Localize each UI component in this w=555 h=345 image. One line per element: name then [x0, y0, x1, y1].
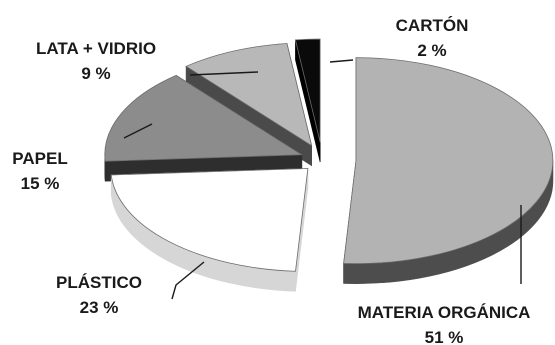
label-papel-pct: 15 % — [21, 174, 60, 193]
slice-materia-organica — [343, 57, 554, 284]
slice-plastico — [110, 168, 309, 292]
label-lata-vidrio-name: LATA + VIDRIO — [36, 39, 156, 58]
pie-slices — [104, 38, 554, 292]
label-materia-organica-pct: 51 % — [425, 328, 464, 345]
slice-top-materia-organica — [343, 57, 554, 265]
leader-plastico — [171, 261, 205, 300]
leader-carton — [329, 59, 354, 63]
slice-top-lata-vidrio — [185, 43, 313, 147]
slice-carton — [294, 38, 321, 163]
label-plastico-name: PLÁSTICO — [56, 273, 142, 292]
leader-lata-vidrio — [189, 71, 259, 76]
label-lata-vidrio-pct: 9 % — [81, 64, 110, 83]
leader-papel — [123, 123, 153, 139]
label-materia-organica-name: MATERIA ORGÁNICA — [358, 303, 531, 322]
slice-top-carton — [294, 38, 321, 143]
slice-top-papel — [104, 74, 304, 162]
label-carton-name: CARTÓN — [396, 16, 469, 35]
label-carton-pct: 2 % — [417, 41, 446, 60]
leader-lines — [123, 59, 522, 300]
slice-top-plastico — [110, 168, 309, 272]
label-papel-name: PAPEL — [12, 149, 67, 168]
label-plastico-pct: 23 % — [80, 298, 119, 317]
